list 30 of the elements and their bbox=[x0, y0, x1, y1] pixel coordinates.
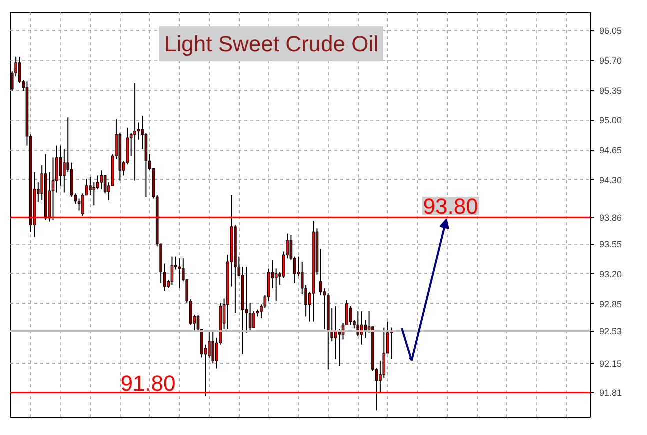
y-tick-label: 94.30 bbox=[600, 175, 622, 186]
y-tick-label: 93.55 bbox=[600, 240, 622, 250]
ref-line-label: 91.81 bbox=[600, 388, 622, 398]
y-tick-label: 93.20 bbox=[600, 269, 622, 280]
candlestick bbox=[100, 170, 104, 190]
y-tick-label: 95.35 bbox=[600, 86, 622, 96]
candlestick bbox=[212, 330, 215, 364]
candlestick bbox=[364, 320, 367, 339]
candlestick bbox=[52, 157, 55, 221]
candlestick bbox=[360, 311, 364, 346]
ref-line-label: 92.53 bbox=[600, 326, 622, 337]
y-tick-label: 96.05 bbox=[600, 26, 622, 36]
annotation: 91.80 bbox=[120, 371, 176, 396]
text: Light Sweet Crude Oil bbox=[164, 32, 378, 56]
candlestick bbox=[137, 122, 140, 140]
candlestick bbox=[208, 330, 211, 360]
y-tick-label: 95.00 bbox=[600, 116, 622, 126]
candlestick bbox=[178, 258, 182, 289]
candlestick bbox=[274, 268, 278, 302]
ref-line-label: 93.86 bbox=[600, 213, 622, 224]
annotation: 93.80 bbox=[423, 194, 478, 220]
candlestick bbox=[252, 311, 256, 328]
candlestick bbox=[92, 182, 96, 206]
candlestick bbox=[104, 175, 107, 194]
candlestick bbox=[134, 82, 136, 182]
y-tick-label: 95.70 bbox=[600, 56, 622, 66]
y-tick-label: 94.65 bbox=[600, 146, 622, 156]
y-tick-label: 92.15 bbox=[600, 359, 622, 370]
y-tick-label: 92.85 bbox=[600, 299, 622, 310]
candlestick bbox=[170, 256, 174, 286]
